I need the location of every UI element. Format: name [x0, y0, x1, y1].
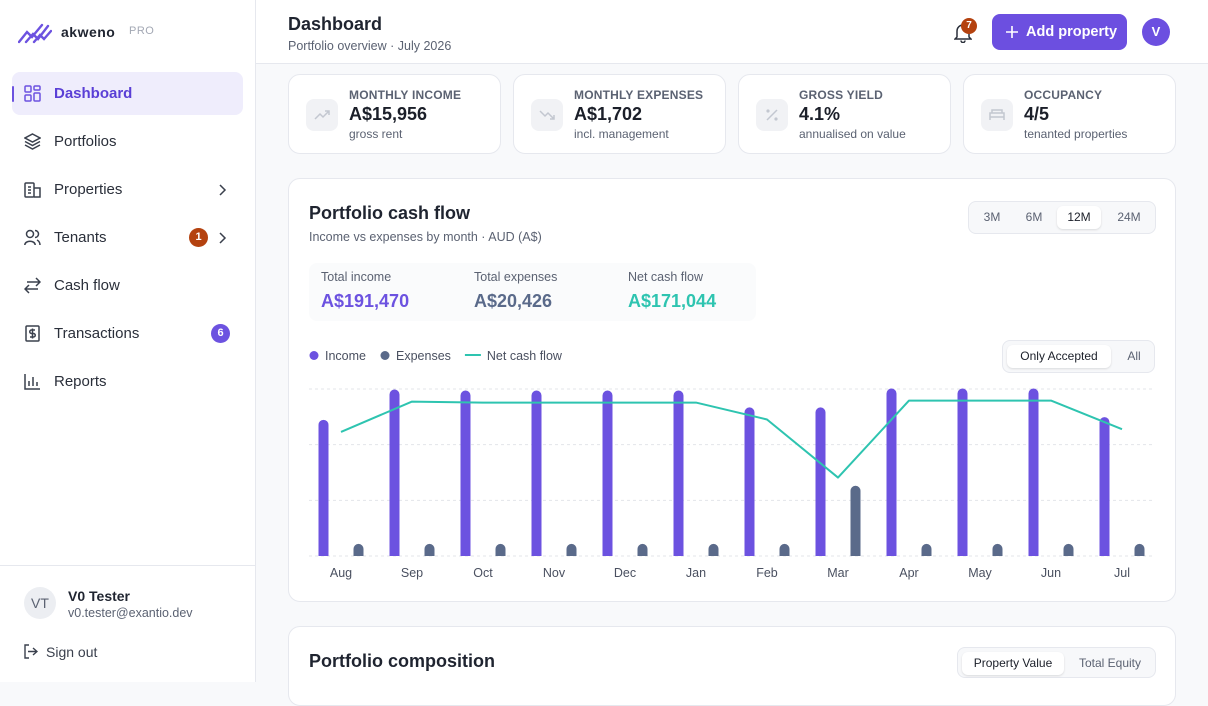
- nav-icon: [24, 277, 41, 294]
- nav-label: Cash flow: [54, 277, 120, 294]
- nav-icon: [24, 85, 41, 102]
- page-subtitle: Portfolio overview · July 2026: [288, 39, 452, 53]
- stat-icon: [531, 99, 563, 131]
- status-filter: Only Accepted All: [1002, 340, 1155, 373]
- stat-value: 4/5: [1024, 104, 1050, 124]
- button-label: Add property: [1026, 24, 1118, 40]
- stat-icon: [306, 99, 338, 131]
- toggle-option[interactable]: Total Equity: [1078, 656, 1142, 670]
- stat-note: gross rent: [349, 127, 403, 141]
- stat-note: tenanted properties: [1024, 127, 1128, 141]
- stat-note: annualised on value: [799, 127, 906, 141]
- total-label: Total expenses: [474, 270, 558, 284]
- nav-badge: 1: [189, 228, 208, 247]
- sidebar: akweno PRO Dashboard Portfolios Properti…: [0, 0, 256, 682]
- nav-icon: [24, 182, 41, 198]
- nav-label: Dashboard: [54, 85, 133, 102]
- nav-label: Portfolios: [54, 133, 117, 150]
- header: Dashboard Portfolio overview · July 2026…: [256, 0, 1208, 64]
- header-avatar[interactable]: V: [1142, 18, 1170, 46]
- stat-label: OCCUPANCY: [1024, 88, 1103, 102]
- toggle-option[interactable]: Property Value: [962, 652, 1064, 675]
- stat-card: MONTHLY INCOME A$15,956 gross rent: [288, 74, 501, 154]
- composition-card: Portfolio composition Property Value Tot…: [288, 626, 1176, 706]
- stat-card: MONTHLY EXPENSES A$1,702 incl. managemen…: [513, 74, 726, 154]
- chevron: [219, 184, 227, 196]
- icon: [766, 109, 778, 121]
- user-email: v0.tester@exantio.dev: [68, 606, 193, 620]
- icon: [539, 110, 555, 120]
- plus-icon: [1006, 26, 1018, 38]
- nav-label: Properties: [54, 181, 123, 198]
- nav-badge: 6: [211, 324, 230, 343]
- stat-label: MONTHLY EXPENSES: [574, 88, 704, 102]
- card-title: Portfolio composition: [309, 651, 495, 671]
- card-title: Portfolio cash flow: [309, 203, 471, 223]
- stat-card: GROSS YIELD 4.1% annualised on value: [738, 74, 951, 154]
- icon: [314, 110, 330, 120]
- filter-option[interactable]: All: [1127, 349, 1141, 363]
- nav-item[interactable]: Dashboard: [12, 72, 243, 115]
- brand-name: akweno: [61, 24, 116, 40]
- add-property-button[interactable]: Add property: [992, 14, 1127, 50]
- range-option[interactable]: 24M: [1117, 210, 1141, 224]
- nav-icon: [24, 229, 41, 246]
- nav-icon: [24, 374, 40, 390]
- nav-item[interactable]: Properties: [12, 168, 243, 211]
- stat-icon: [756, 99, 788, 131]
- total-value: A$171,044: [628, 291, 717, 311]
- stat-card: OCCUPANCY 4/5 tenanted properties: [963, 74, 1176, 154]
- nav-label: Reports: [54, 373, 107, 390]
- nav-label: Tenants: [54, 229, 107, 246]
- totals-panel: [309, 263, 756, 321]
- nav-item[interactable]: Cash flow: [12, 264, 243, 307]
- stat-icon: [981, 99, 1013, 131]
- page-title: Dashboard: [288, 14, 383, 34]
- stat-label: GROSS YIELD: [799, 88, 883, 102]
- stat-label: MONTHLY INCOME: [349, 88, 462, 102]
- sign-out[interactable]: Sign out: [46, 644, 98, 660]
- nav-item[interactable]: Portfolios: [12, 120, 243, 163]
- user-name: V0 Tester: [68, 588, 130, 604]
- icon: [989, 109, 1005, 120]
- notification-count: 7: [961, 18, 977, 34]
- brand-logo: [18, 23, 52, 44]
- filter-option[interactable]: Only Accepted: [1007, 345, 1111, 368]
- chevron: [219, 232, 227, 244]
- plan-badge: PRO: [129, 25, 155, 37]
- composition-toggle: Property Value Total Equity: [957, 647, 1156, 678]
- range-option[interactable]: 6M: [1025, 210, 1043, 224]
- user-avatar: VT: [24, 587, 56, 619]
- sign-out-icon: [24, 644, 38, 659]
- nav-icon: [25, 325, 40, 342]
- total-value: A$20,426: [474, 291, 553, 311]
- stat-value: A$1,702: [574, 104, 643, 124]
- card-subtitle: Income vs expenses by month · AUD (A$): [309, 230, 542, 244]
- cash-flow-card: Portfolio cash flow Income vs expenses b…: [288, 178, 1176, 602]
- range-option[interactable]: 3M: [983, 210, 1001, 224]
- nav-label: Transactions: [54, 325, 140, 342]
- nav-item[interactable]: Reports: [12, 360, 243, 403]
- stat-note: incl. management: [574, 127, 669, 141]
- nav-icon: [24, 133, 41, 150]
- total-label: Net cash flow: [628, 270, 704, 284]
- divider: [0, 565, 255, 566]
- nav-item[interactable]: Transactions 6: [12, 312, 243, 355]
- range-selector: 3M 6M 12M 24M: [968, 201, 1156, 234]
- range-option[interactable]: 12M: [1057, 206, 1101, 229]
- nav-item[interactable]: Tenants 1: [12, 216, 243, 259]
- total-label: Total income: [321, 270, 392, 284]
- stat-value: 4.1%: [799, 104, 841, 124]
- total-value: A$191,470: [321, 291, 410, 311]
- stat-value: A$15,956: [349, 104, 428, 124]
